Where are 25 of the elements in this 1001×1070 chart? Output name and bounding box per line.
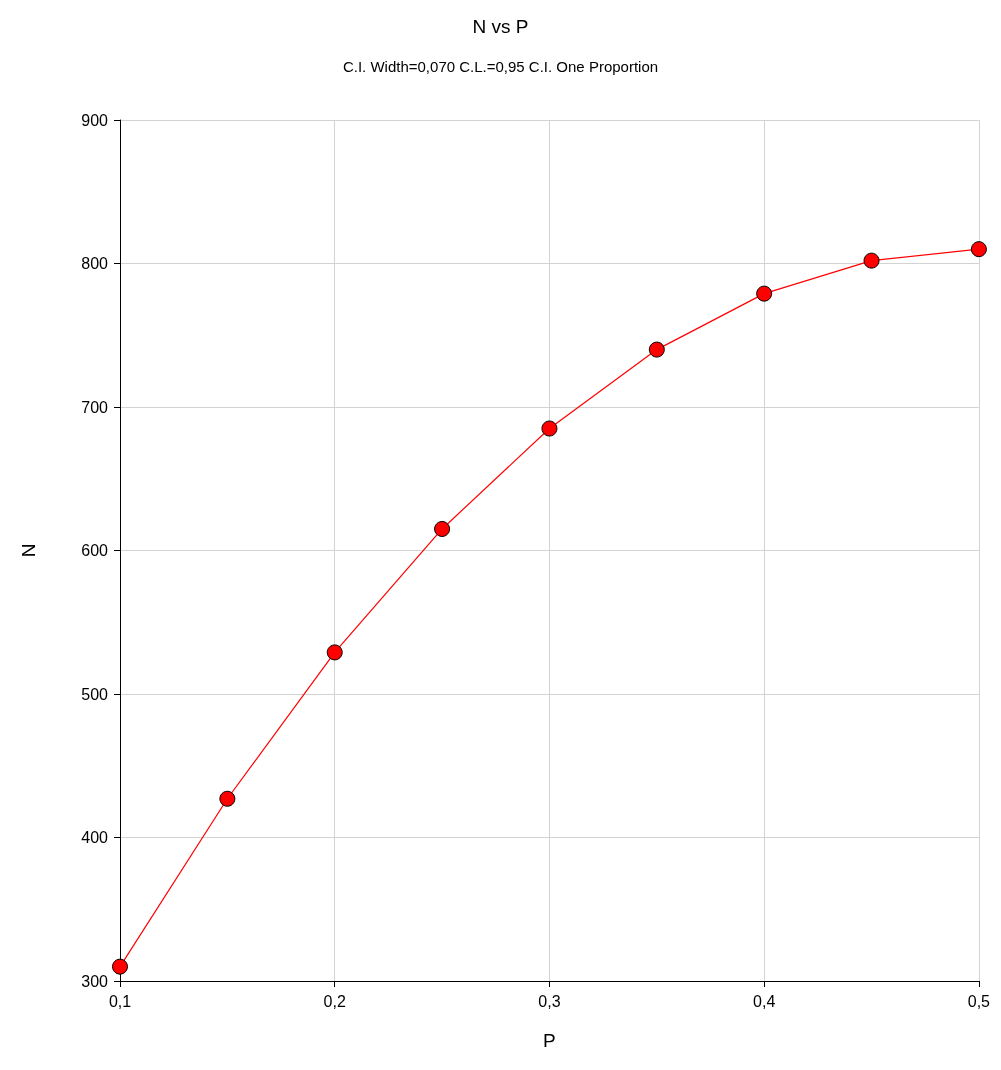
y-tick-label: 700 [81,398,109,416]
y-tick-label: 300 [81,972,109,990]
point [648,341,665,358]
y-tick-label: 900 [81,111,109,129]
x-tick-label: 0,1 [108,992,132,1010]
chart-subtitle: C.I. Width=0,070 C.L.=0,95 C.I. One Proportion [342,58,659,75]
y-tick-label: 400 [81,829,109,846]
point [434,520,451,537]
point [112,958,128,975]
point [326,644,343,661]
x-tick-label: 0,2 [323,992,346,1010]
x-axis-title: P [543,1030,556,1051]
x-tick-label: 0,5 [967,992,991,1010]
y-tick-label: 600 [81,542,109,559]
y-axis-title: N [18,543,39,558]
point [863,252,880,269]
y-tick-label: 500 [81,685,109,703]
x-tick-label: 0,4 [753,992,776,1010]
point [219,790,236,807]
x-tick-label: 0,3 [538,992,561,1010]
y-tick-label: 800 [81,255,109,272]
point [541,420,558,437]
chart-title: N vs P [472,16,529,37]
point [756,285,773,302]
point [970,241,987,258]
